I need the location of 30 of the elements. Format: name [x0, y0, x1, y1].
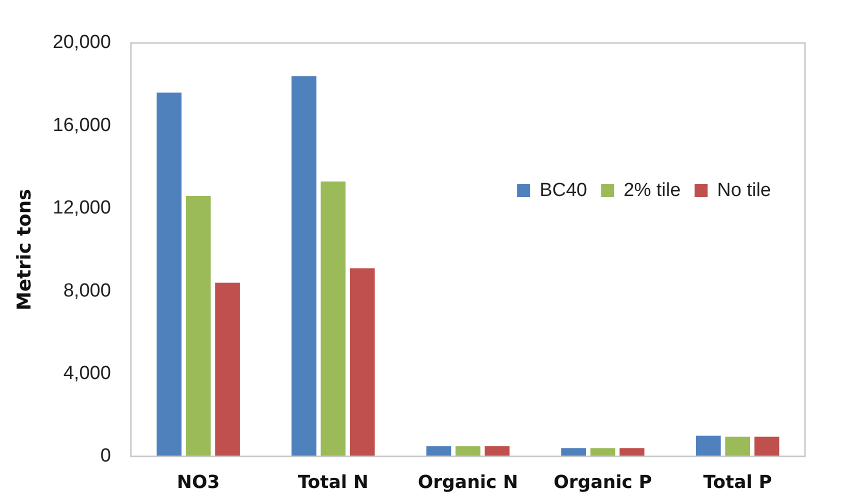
- bar: [696, 436, 721, 456]
- x-tick-label: Total P: [703, 472, 772, 493]
- bar: [320, 181, 346, 456]
- bar: [620, 448, 644, 456]
- x-tick-label: Organic P: [554, 472, 652, 493]
- bar: [350, 268, 375, 456]
- y-tick-label: 12,000: [52, 198, 111, 219]
- bar: [561, 448, 586, 456]
- legend-label: BC40: [540, 180, 588, 201]
- legend-label: 2% tile: [624, 180, 681, 201]
- bar: [754, 436, 780, 456]
- y-tick-label: 20,000: [52, 32, 111, 54]
- bar: [426, 446, 452, 456]
- bar: [484, 446, 510, 456]
- bar: [456, 446, 480, 456]
- bar: [725, 436, 750, 456]
- y-tick-label: 0: [100, 446, 111, 467]
- x-tick-label: NO3: [176, 472, 220, 493]
- legend-label: No tile: [717, 180, 772, 201]
- y-axis-title: Metric tons: [13, 188, 36, 311]
- y-tick-label: 4,000: [63, 362, 111, 384]
- bar: [186, 196, 211, 456]
- bar: [292, 76, 316, 456]
- x-tick-label: Organic N: [418, 472, 518, 493]
- x-tick-label: Total N: [298, 472, 368, 493]
- bar: [215, 282, 240, 456]
- y-tick-label: 8,000: [63, 280, 111, 302]
- y-tick-label: 16,000: [52, 114, 111, 136]
- bar: [156, 92, 182, 456]
- bar: [590, 448, 616, 456]
